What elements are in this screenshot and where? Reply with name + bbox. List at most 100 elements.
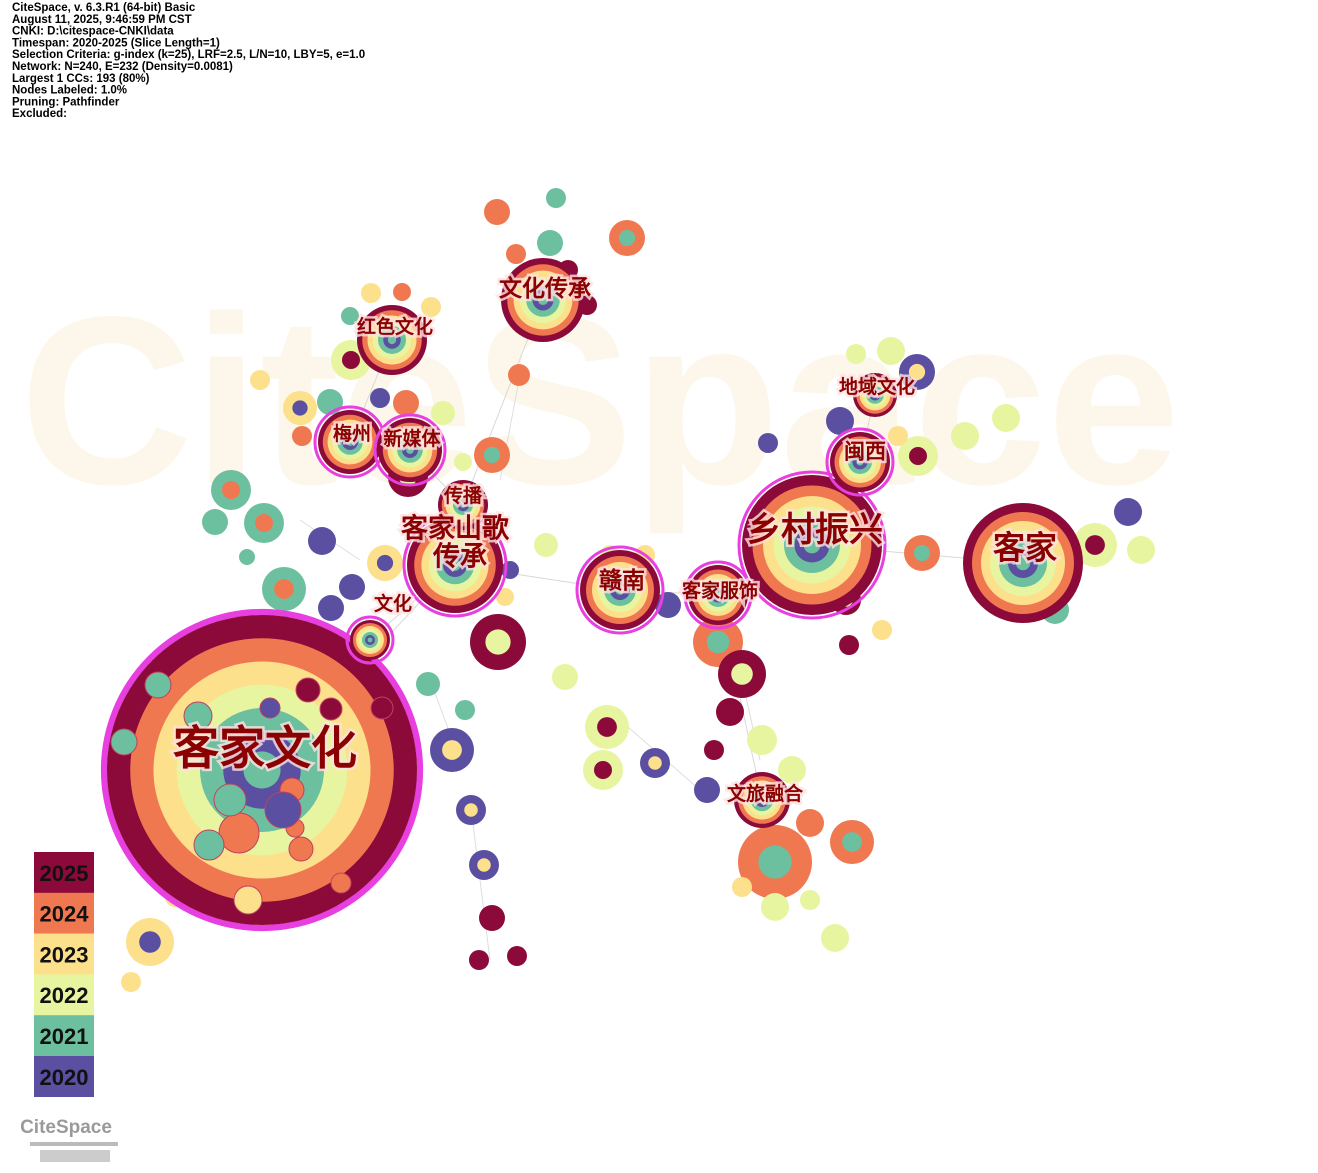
- inner-node: [295, 677, 321, 703]
- small-node: [317, 389, 343, 415]
- header-line: Excluded:: [12, 108, 67, 120]
- small-node-core: [909, 447, 927, 465]
- header-line: Largest 1 CCs: 193 (80%): [12, 73, 150, 85]
- small-node: [506, 244, 526, 264]
- node-label: 新媒体: [383, 427, 441, 450]
- small-node-core: [222, 481, 240, 499]
- node-core: [243, 751, 281, 789]
- node-label: 闽西: [844, 439, 886, 464]
- legend-swatch: [34, 1015, 94, 1057]
- header-line: Network: N=240, E=232 (Density=0.0081): [12, 61, 233, 73]
- small-node: [546, 188, 566, 208]
- watermark: CiteSpace: [20, 266, 1181, 534]
- inner-node: [319, 697, 343, 721]
- node-label: 梅州: [333, 422, 371, 445]
- node-core: [615, 585, 625, 595]
- node-label: 客家服饰: [682, 579, 758, 602]
- legend-year: 2025: [40, 861, 89, 886]
- inner-node: [110, 728, 138, 756]
- node-label: 地域文化: [839, 375, 915, 398]
- small-node: [826, 407, 854, 435]
- burst-ring: [373, 413, 447, 487]
- burst-ring: [737, 470, 887, 620]
- node-core: [1015, 555, 1031, 571]
- small-node-core: [292, 400, 308, 416]
- logo-book: [40, 1150, 110, 1162]
- header-line: Timespan: 2020-2025 (Slice Length=1): [12, 37, 220, 49]
- small-node: [839, 635, 859, 655]
- small-node: [1127, 536, 1155, 564]
- small-node-core: [139, 931, 161, 953]
- small-node: [796, 809, 824, 837]
- small-node-core: [483, 446, 501, 464]
- logo-bar: [30, 1142, 118, 1146]
- inner-node: [288, 836, 314, 862]
- small-node-core: [376, 554, 394, 572]
- node-label: 传承: [432, 542, 487, 573]
- inner-node: [370, 696, 394, 720]
- small-node: [393, 390, 419, 416]
- small-node-core: [648, 756, 662, 770]
- node-label: 赣南: [599, 567, 645, 594]
- small-node: [778, 756, 806, 784]
- node-core: [367, 637, 373, 643]
- small-node: [1114, 498, 1142, 526]
- small-node-core: [255, 514, 273, 532]
- node-core: [537, 294, 549, 306]
- small-node: [454, 453, 472, 471]
- small-node: [877, 337, 905, 365]
- small-node-core: [706, 630, 730, 654]
- small-node-core: [842, 832, 862, 852]
- small-node: [202, 509, 228, 535]
- legend-swatch: [34, 852, 94, 893]
- small-node: [846, 344, 866, 364]
- small-node: [455, 700, 475, 720]
- small-node: [800, 890, 820, 910]
- small-node: [534, 533, 558, 557]
- legend-year: 2022: [40, 983, 89, 1008]
- small-node: [484, 199, 510, 225]
- small-node: [872, 620, 892, 640]
- node-core: [346, 438, 354, 446]
- inner-node: [183, 701, 213, 731]
- node-label: 客家文化: [173, 721, 357, 775]
- node-core: [460, 502, 466, 508]
- header-line: August 11, 2025, 9:46:59 PM CST: [12, 14, 192, 26]
- small-node-core: [442, 740, 462, 760]
- small-node-core: [731, 663, 753, 685]
- node-label: 红色文化: [357, 315, 433, 338]
- small-node: [537, 230, 563, 256]
- small-node: [318, 595, 344, 621]
- small-node: [469, 950, 489, 970]
- inner-node: [233, 885, 263, 915]
- legend-year: 2020: [40, 1065, 89, 1090]
- small-node-core: [594, 761, 612, 779]
- small-node: [421, 297, 441, 317]
- small-node: [761, 893, 789, 921]
- small-node: [121, 972, 141, 992]
- inner-node: [213, 783, 247, 817]
- inner-node: [218, 812, 260, 854]
- header-line: CNKI: D:\citespace-CNKI\data: [12, 26, 174, 38]
- header: CiteSpace, v. 6.3.R1 (64-bit) BasicAugus…: [12, 2, 365, 120]
- small-node: [341, 307, 359, 325]
- legend-swatch: [34, 974, 94, 1016]
- inner-node: [144, 671, 172, 699]
- inner-node: [264, 791, 302, 829]
- logo: CiteSpace: [20, 1117, 112, 1138]
- small-node: [704, 740, 724, 760]
- inner-node: [193, 829, 225, 861]
- small-node: [748, 726, 776, 754]
- small-node: [951, 422, 979, 450]
- small-node: [716, 698, 744, 726]
- small-node: [888, 426, 908, 446]
- legend-swatch: [34, 1056, 94, 1097]
- node-label: 客家: [993, 529, 1057, 567]
- small-node-core: [1085, 535, 1105, 555]
- node-core: [406, 446, 414, 454]
- inner-node: [259, 697, 281, 719]
- small-node: [416, 672, 440, 696]
- legend-year: 2024: [40, 902, 90, 927]
